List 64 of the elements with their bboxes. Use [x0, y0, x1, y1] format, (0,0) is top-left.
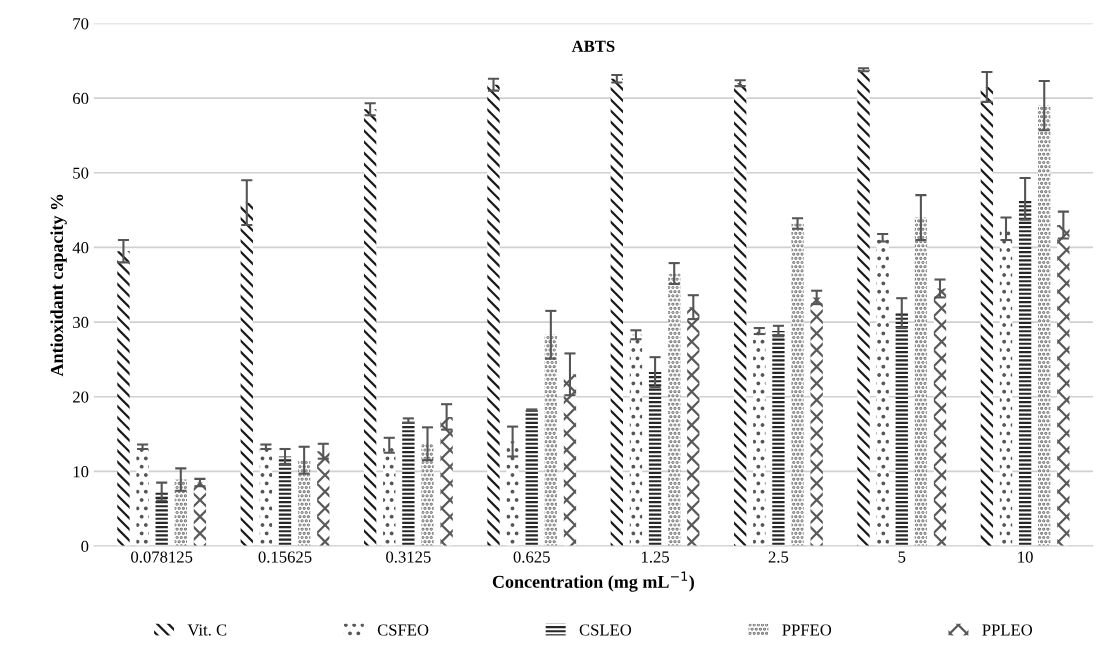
x-tick-label: 0.625	[513, 551, 550, 563]
y-tick-label: 70	[73, 18, 89, 30]
bar	[914, 217, 928, 547]
bar	[933, 288, 947, 547]
bar	[1018, 198, 1032, 547]
bar	[440, 416, 453, 547]
y-tick-label: 10	[73, 466, 89, 478]
y-axis-title: Antioxidant capacity %	[50, 194, 67, 377]
bar	[772, 331, 785, 547]
bar	[297, 460, 311, 547]
bar	[174, 479, 187, 547]
legend-label: PPLEO	[982, 624, 1033, 636]
legend-label: Vit. C	[187, 624, 227, 636]
x-tick-label: 0.078125	[131, 551, 193, 563]
x-tick-label: 5	[898, 551, 906, 563]
bar	[421, 443, 434, 547]
bar	[687, 307, 700, 547]
bar	[1057, 225, 1070, 547]
bar	[895, 313, 908, 547]
bar	[629, 334, 643, 547]
x-tick-label: 0.15625	[258, 551, 312, 563]
y-tick-label: 30	[73, 316, 89, 329]
bar	[668, 273, 681, 547]
x-axis-title: Concentration (mg mL$^{−1}$)	[492, 571, 694, 592]
bar	[278, 456, 292, 547]
bar	[525, 410, 538, 547]
bar	[648, 372, 662, 547]
bar	[876, 237, 889, 547]
text: ABTS	[571, 40, 615, 52]
y-tick-label: 50	[73, 167, 89, 179]
bar	[402, 420, 415, 547]
bar	[810, 297, 823, 547]
bar	[563, 374, 577, 547]
y-tick-label: 40	[72, 242, 89, 254]
bar	[363, 109, 377, 547]
bar	[791, 223, 804, 547]
x-tick-label: 1.25	[641, 551, 670, 563]
bar	[136, 446, 149, 547]
bar	[980, 86, 994, 547]
bar	[117, 251, 130, 547]
legend-label: CSFEO	[377, 624, 429, 636]
bar	[999, 228, 1013, 547]
legend-label: CSLEO	[579, 624, 632, 636]
bar	[240, 202, 253, 547]
bar	[155, 491, 168, 547]
x-tick-label: 10	[1018, 551, 1033, 563]
bar	[857, 69, 870, 547]
bar	[259, 446, 273, 547]
y-tick-label: 60	[73, 92, 89, 105]
bar	[753, 331, 766, 547]
legend-label: PPFEO	[782, 624, 832, 636]
bar	[610, 78, 623, 547]
x-tick-label: 2.5	[768, 551, 789, 563]
bar	[487, 84, 500, 547]
bar	[193, 482, 207, 547]
bar	[1038, 105, 1051, 547]
bar	[506, 441, 519, 547]
bar	[317, 451, 330, 547]
bar	[734, 83, 747, 547]
bar	[383, 445, 396, 547]
x-tick-label: 0.3125	[386, 551, 431, 563]
bar	[544, 334, 558, 547]
y-tick-label: 0	[81, 540, 89, 552]
y-tick-label: 20	[73, 391, 89, 403]
